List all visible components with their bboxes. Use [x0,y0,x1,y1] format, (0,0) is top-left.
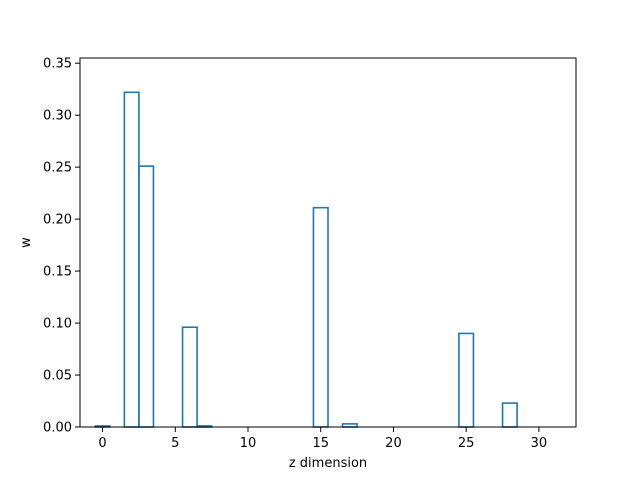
x-tick-label: 15 [312,436,329,451]
plot-frame [79,57,577,428]
x-tick-label: 20 [385,436,402,451]
x-tick-label: 5 [171,436,179,451]
x-tick-label: 30 [531,436,548,451]
x-axis: 0 5 10 15 20 25 30 [98,427,547,451]
y-axis-label: w [19,237,34,248]
y-tick-label: 0.15 [43,265,72,280]
x-tick-label: 0 [98,436,106,451]
x-tick-label: 25 [458,436,475,451]
x-tick-label: 10 [240,436,257,451]
y-tick-label: 0.20 [43,213,72,228]
x-axis-label: z dimension [289,456,367,471]
y-tick-label: 0.30 [43,109,72,124]
y-tick-label: 0.10 [43,317,72,332]
y-tick-label: 0.05 [43,369,72,384]
y-axis: 0.00 0.05 0.10 0.15 0.20 0.25 0.30 0.35 [43,57,80,436]
y-tick-label: 0.35 [43,57,72,72]
y-tick-label: 0.00 [43,421,72,436]
y-tick-label: 0.25 [43,161,72,176]
